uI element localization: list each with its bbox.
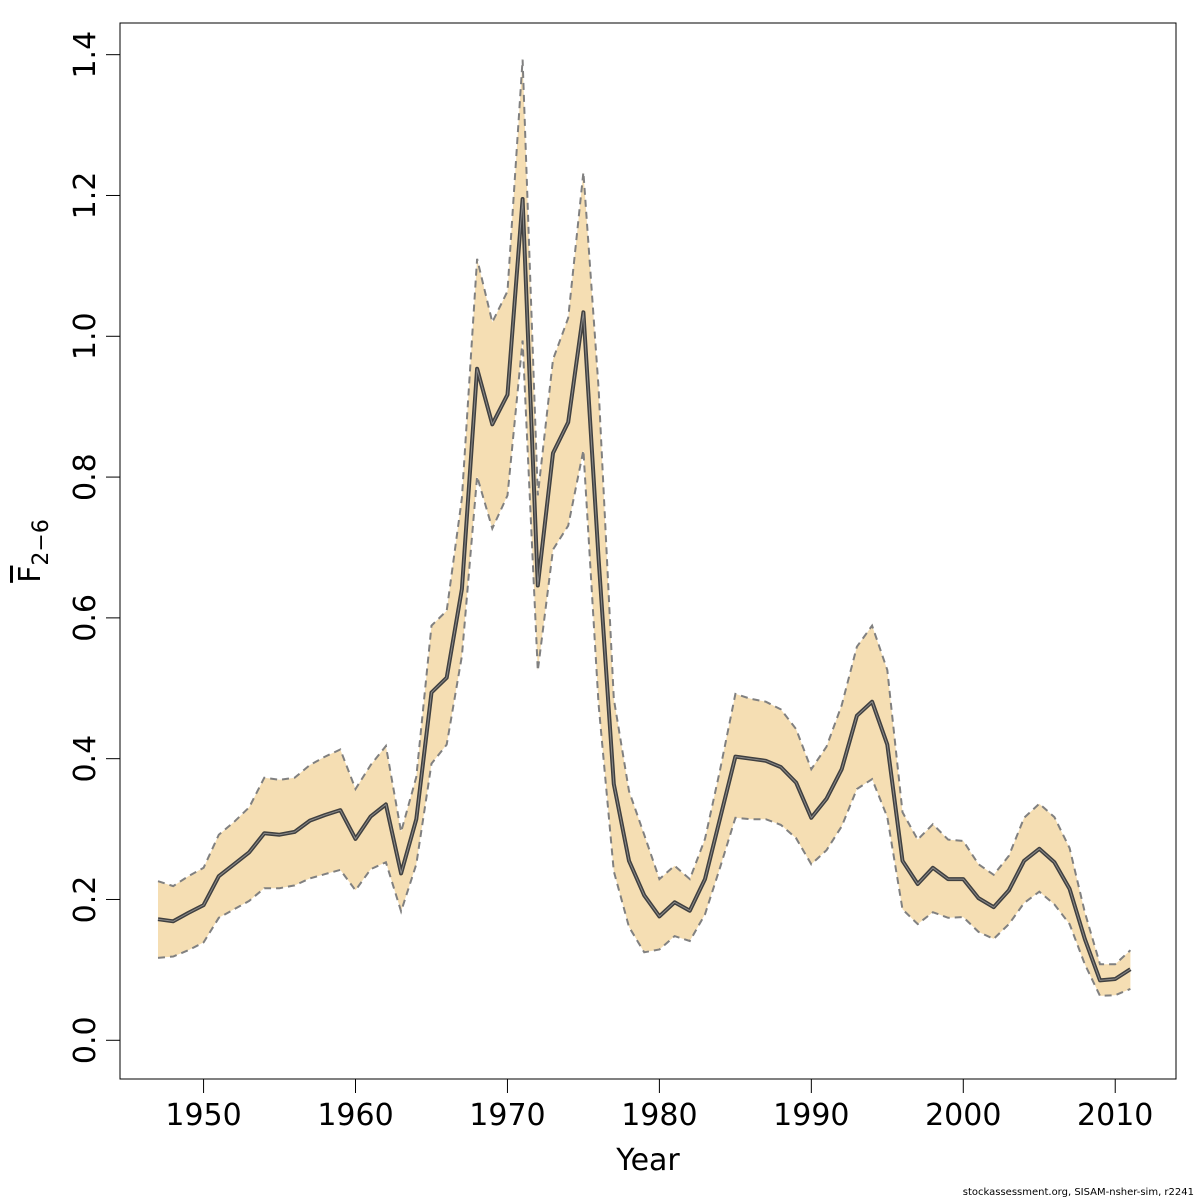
y-tick-label: 0.4 [68, 735, 103, 783]
y-tick-label: 0.8 [68, 453, 103, 501]
x-tick-label: 1990 [773, 1098, 849, 1133]
lower-bound-line [157, 340, 1131, 997]
svg-text:F2−6: F2−6 [13, 519, 54, 583]
y-axis-title: F2−6 [13, 519, 54, 583]
footer-credit: stockassessment.org, SISAM-nsher-sim, r2… [962, 1187, 1194, 1198]
x-tick-label: 1950 [165, 1098, 241, 1133]
y-tick-label: 1.0 [68, 312, 103, 360]
y-axis-title-sub: 2−6 [29, 519, 54, 565]
y-tick-label: 0.0 [68, 1016, 103, 1064]
x-tick-label: 1970 [469, 1098, 545, 1133]
y-tick-label: 0.2 [68, 876, 103, 924]
y-axis-title-main: F [13, 566, 48, 583]
x-tick-label: 1980 [621, 1098, 697, 1133]
plot-area [157, 59, 1132, 997]
estimate-line-inner [157, 198, 1131, 981]
x-axis-title: Year [615, 1143, 680, 1178]
confidence-band [158, 59, 1131, 996]
y-tick-label: 1.4 [68, 31, 103, 79]
x-tick-label: 1960 [317, 1098, 393, 1133]
x-tick-label: 2010 [1077, 1098, 1153, 1133]
x-tick-label: 2000 [925, 1098, 1001, 1133]
y-tick-label: 1.2 [68, 172, 103, 220]
upper-bound-line [157, 59, 1132, 966]
y-tick-label: 0.6 [68, 594, 103, 642]
axes: 1950 1960 1970 1980 1990 2000 2010 0.0 0.2 0.4 0.6… [68, 31, 1153, 1133]
